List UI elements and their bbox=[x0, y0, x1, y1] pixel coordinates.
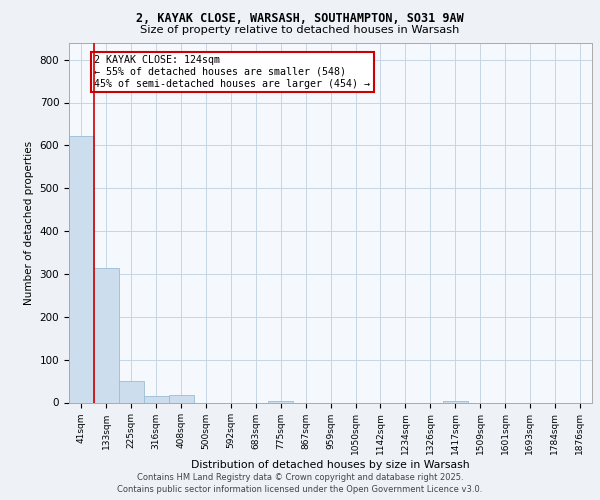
X-axis label: Distribution of detached houses by size in Warsash: Distribution of detached houses by size … bbox=[191, 460, 470, 470]
Bar bbox=[169, 395, 194, 402]
Bar bbox=[443, 401, 467, 402]
Bar bbox=[119, 381, 144, 402]
Bar bbox=[268, 401, 293, 402]
Bar bbox=[94, 268, 119, 402]
Y-axis label: Number of detached properties: Number of detached properties bbox=[24, 140, 34, 304]
Text: Size of property relative to detached houses in Warsash: Size of property relative to detached ho… bbox=[140, 25, 460, 35]
Text: Contains public sector information licensed under the Open Government Licence v3: Contains public sector information licen… bbox=[118, 485, 482, 494]
Text: 2 KAYAK CLOSE: 124sqm
← 55% of detached houses are smaller (548)
45% of semi-det: 2 KAYAK CLOSE: 124sqm ← 55% of detached … bbox=[94, 56, 370, 88]
Bar bbox=[69, 136, 94, 402]
Text: Contains HM Land Registry data © Crown copyright and database right 2025.: Contains HM Land Registry data © Crown c… bbox=[137, 472, 463, 482]
Text: 2, KAYAK CLOSE, WARSASH, SOUTHAMPTON, SO31 9AW: 2, KAYAK CLOSE, WARSASH, SOUTHAMPTON, SO… bbox=[136, 12, 464, 26]
Bar bbox=[144, 396, 169, 402]
